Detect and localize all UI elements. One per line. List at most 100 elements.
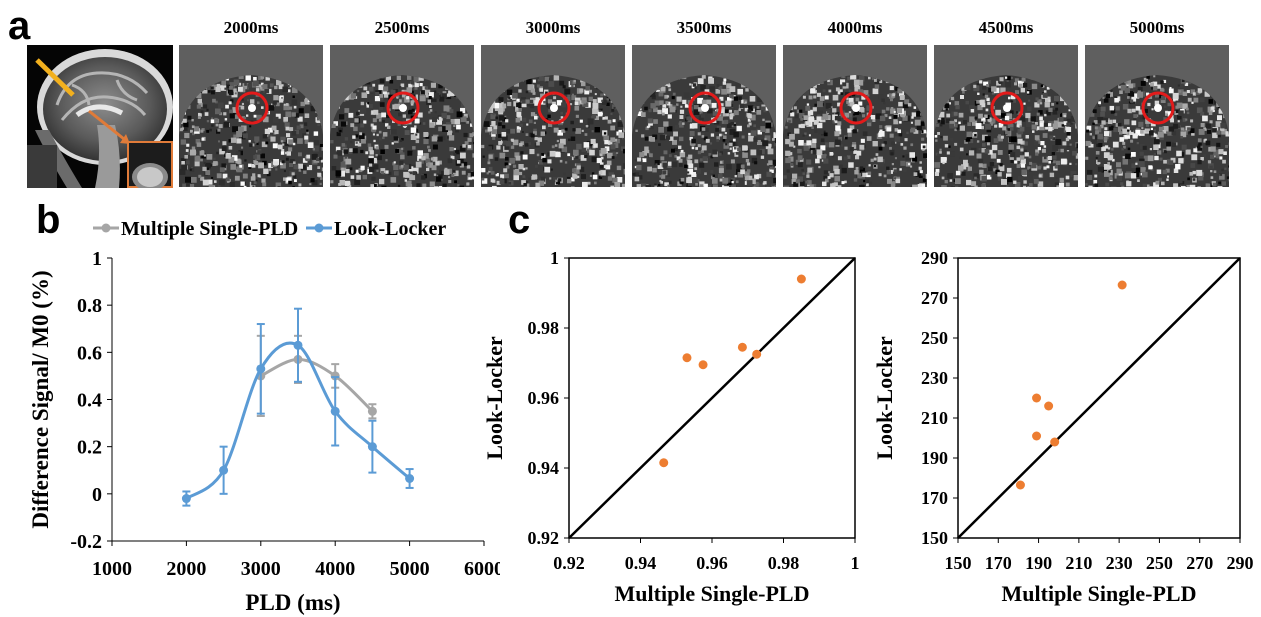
y-tick-label: 250 [921,328,948,348]
x-tick-label: 270 [1186,553,1213,573]
data-point [219,465,229,475]
data-point [256,364,266,374]
y-tick-label: 270 [921,288,948,308]
scatter-point [752,349,762,359]
scatter-point [737,342,747,352]
data-point [330,406,340,416]
x-axis-title: Multiple Single-PLD [615,581,810,606]
series-line [260,357,374,413]
asl-difference-image [330,45,474,187]
x-tick-label: 0.92 [553,553,585,573]
x-tick-label: 6000 [464,558,500,580]
data-point [181,494,191,504]
x-tick-label: 250 [1146,553,1173,573]
x-tick-label: 210 [1065,553,1092,573]
data-point [367,406,377,416]
x-tick-label: 0.94 [625,553,657,573]
pld-title: 5000ms [1129,18,1185,37]
x-axis-title: PLD (ms) [245,590,340,615]
x-tick-label: 5000 [390,558,430,580]
y-tick-label: 1 [92,248,102,270]
roi-circle [990,91,1024,125]
asl-difference-image [1085,45,1229,187]
roi-circle [1141,91,1175,125]
scatter-point [1050,437,1060,447]
legend-marker [314,223,324,233]
roi-circle [839,91,873,125]
pld-title: 3000ms [525,18,581,37]
x-tick-label: 190 [1025,553,1052,573]
x-tick-label: 170 [985,553,1012,573]
scatter-point [1015,480,1025,490]
y-tick-label: 0.4 [77,390,102,412]
data-point [367,442,377,452]
pld-title: 2500ms [374,18,430,37]
y-tick-label: 230 [921,368,948,388]
scatter-point [659,458,669,468]
x-tick-label: 0.98 [768,553,800,573]
x-tick-label: 2000 [166,558,206,580]
scatter-point [796,274,806,284]
scatter-point [1117,280,1127,290]
x-tick-label: 0.96 [696,553,728,573]
pld-title: 3500ms [676,18,732,37]
legend-label: Multiple Single-PLD [121,218,298,240]
y-tick-label: 1 [550,248,559,268]
y-axis-title: Difference Signal/ M0 (%) [28,270,53,528]
asl-difference-image [481,45,625,187]
y-tick-label: 190 [921,448,948,468]
roi-circle [688,91,722,125]
data-point [330,371,340,381]
data-point [293,340,303,350]
pld-line-chart: -0.2 0 0.2 0.4 0.6 0.8 1 1000 2000 3000 4000 5000 60… [28,218,500,615]
legend-marker [101,223,111,233]
scatter-point [698,360,708,370]
y-tick-label: 150 [921,528,948,548]
x-tick-label: 3000 [241,558,281,580]
asl-difference-image [934,45,1078,187]
scatter-point [1044,401,1054,411]
pld-title: 2000ms [223,18,279,37]
x-tick-label: 290 [1227,553,1254,573]
scatter-point [682,353,692,363]
y-tick-label: 0.2 [77,437,102,459]
roi-circle [537,91,571,125]
pld-title: 4000ms [827,18,883,37]
y-axis-title: Look-Locker [872,336,897,460]
plot-frame [957,257,1241,539]
x-tick-label: 1000 [92,558,132,580]
y-tick-label: 0.8 [77,295,102,317]
data-point [405,474,415,484]
y-tick-label: 210 [921,408,948,428]
roi-circle [235,91,269,125]
identity-line [957,257,1241,539]
identity-line [568,257,856,539]
sagittal-mri-image [27,45,173,188]
scatter-point [1032,431,1042,441]
x-tick-label: 230 [1106,553,1133,573]
y-tick-label: 290 [921,248,948,268]
asl-difference-image [632,45,776,187]
pld-title: 4500ms [978,18,1034,37]
y-tick-label: 170 [921,488,948,508]
scatter-plot-ratio: 0.92 0.94 0.96 0.98 1 0.92 0.94 0.96 0.98 1 Multip… [482,248,860,606]
y-axis-title: Look-Locker [482,336,507,460]
scatter-plot-absolute: 150 170 190 210 230 250 270 290 150 170 190 210 230 2… [872,248,1254,606]
y-tick-label: -0.2 [70,531,102,553]
panel-label-a: a [8,4,31,48]
panel-label-c: c [508,198,531,242]
scatter-point [1032,393,1042,403]
roi-circle [386,91,420,125]
panel-label-b: b [36,198,61,242]
y-tick-label: 0.96 [528,388,560,408]
legend-label: Look-Locker [334,218,446,240]
y-tick-label: 0.94 [528,458,560,478]
x-tick-label: 150 [945,553,972,573]
y-tick-label: 0 [92,484,102,506]
y-tick-label: 0.6 [77,342,102,364]
y-tick-label: 0.98 [528,318,560,338]
x-axis-title: Multiple Single-PLD [1002,581,1197,606]
asl-difference-image [783,45,927,187]
asl-difference-image [179,45,323,187]
x-tick-label: 1 [851,553,860,573]
